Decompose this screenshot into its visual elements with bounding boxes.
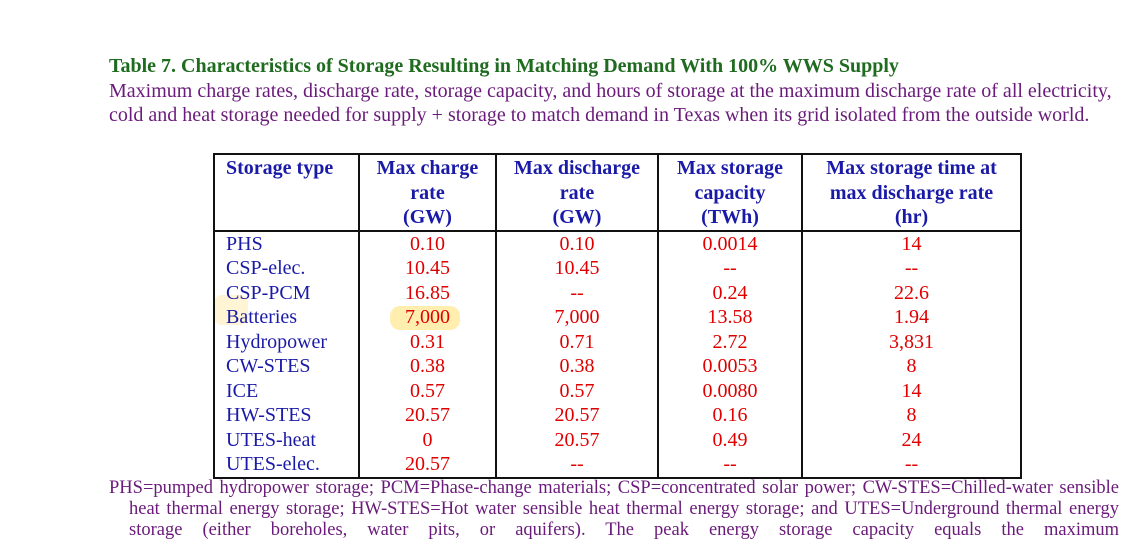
cell-max-storage-capacity: 0.24 [657, 280, 803, 305]
cell-max-storage-time: 22.6 [801, 280, 1022, 305]
table-row: UTES-elec. 20.57 -- -- -- [213, 452, 1022, 479]
cell-storage-type: PHS [213, 230, 360, 256]
header-line: capacity [694, 181, 766, 204]
table-row: CSP-PCM 16.85 -- 0.24 22.6 [213, 280, 1022, 305]
cell-max-storage-time: -- [801, 452, 1022, 479]
table-row: UTES-heat 0 20.57 0.49 24 [213, 427, 1022, 452]
table-row: ICE 0.57 0.57 0.0080 14 [213, 378, 1022, 403]
cell-storage-type: CSP-elec. [213, 256, 360, 281]
header-line: Max charge [376, 157, 479, 179]
cell-max-discharge-rate: -- [495, 452, 659, 479]
cell-max-storage-capacity: 13.58 [657, 305, 803, 330]
cell-max-discharge-rate: 20.57 [495, 403, 659, 428]
table-footnote: PHS=pumped hydropower storage; PCM=Phase… [109, 478, 1119, 540]
header-storage-type: Storage type [213, 153, 360, 232]
cell-max-storage-capacity: 0.0053 [657, 354, 803, 379]
cell-max-storage-capacity: -- [657, 256, 803, 281]
cell-storage-type: Hydropower [213, 329, 360, 354]
cell-max-charge-rate: 0 [358, 427, 497, 452]
cell-max-storage-time: -- [801, 256, 1022, 281]
header-row: Storage type Max charge rate (GW) Max di… [213, 153, 1022, 232]
cell-max-discharge-rate: 0.57 [495, 378, 659, 403]
header-line: (GW) [552, 206, 602, 228]
cell-max-discharge-rate: 0.10 [495, 230, 659, 256]
cell-storage-type: CW-STES [213, 354, 360, 379]
table-body: PHS 0.10 0.10 0.0014 14 CSP-elec. 10.45 10.45 --… [213, 230, 1022, 479]
header-line: rate [410, 181, 445, 204]
header-line: (hr) [894, 206, 929, 228]
table-caption: Maximum charge rates, discharge rate, st… [109, 80, 1112, 126]
header-line: Max storage time at [826, 157, 997, 179]
cell-storage-type: ICE [213, 378, 360, 403]
cell-storage-type: UTES-heat [213, 427, 360, 452]
cell-max-charge-rate: 0.38 [358, 354, 497, 379]
cell-max-storage-capacity: -- [657, 452, 803, 479]
cell-max-charge-rate: 10.45 [358, 256, 497, 281]
cell-max-storage-time: 8 [801, 354, 1022, 379]
cell-max-storage-capacity: 0.16 [657, 403, 803, 428]
cell-max-storage-time: 8 [801, 403, 1022, 428]
cell-max-storage-capacity: 2.72 [657, 329, 803, 354]
cell-max-charge-rate: 20.57 [358, 403, 497, 428]
cell-max-storage-time: 14 [801, 230, 1022, 256]
header-line: Storage type [226, 157, 334, 179]
cell-max-charge-rate: 7,000 [358, 305, 497, 330]
table-header: Storage type Max charge rate (GW) Max di… [213, 153, 1022, 232]
cell-max-discharge-rate: 0.71 [495, 329, 659, 354]
header-line: (TWh) [701, 206, 759, 228]
header-max-discharge-rate: Max discharge rate (GW) [495, 153, 659, 232]
storage-table: Storage type Max charge rate (GW) Max di… [213, 153, 1022, 479]
cell-storage-type: HW-STES [213, 403, 360, 428]
header-line: max discharge rate [829, 181, 994, 204]
cell-max-charge-rate: 0.57 [358, 378, 497, 403]
cell-max-storage-time: 1.94 [801, 305, 1022, 330]
table-row: CSP-elec. 10.45 10.45 -- -- [213, 256, 1022, 281]
cell-max-discharge-rate: 0.38 [495, 354, 659, 379]
cell-max-storage-capacity: 0.0080 [657, 378, 803, 403]
cell-max-discharge-rate: 7,000 [495, 305, 659, 330]
cell-max-storage-capacity: 0.0014 [657, 230, 803, 256]
cell-max-discharge-rate: -- [495, 280, 659, 305]
header-max-charge-rate: Max charge rate (GW) [358, 153, 497, 232]
header-max-storage-time: Max storage time at max discharge rate (… [801, 153, 1022, 232]
table-title: Table 7. Characteristics of Storage Resu… [109, 55, 899, 77]
cell-storage-type: UTES-elec. [213, 452, 360, 479]
document-page: Table 7. Characteristics of Storage Resu… [109, 55, 1119, 540]
table-row: PHS 0.10 0.10 0.0014 14 [213, 230, 1022, 256]
header-line: rate [559, 181, 595, 204]
header-max-storage-capacity: Max storage capacity (TWh) [657, 153, 803, 232]
table-row: Hydropower 0.31 0.71 2.72 3,831 [213, 329, 1022, 354]
cell-max-storage-time: 14 [801, 378, 1022, 403]
table-row: Batteries 7,000 7,000 13.58 1.94 [213, 305, 1022, 330]
cell-max-discharge-rate: 10.45 [495, 256, 659, 281]
cell-max-storage-time: 3,831 [801, 329, 1022, 354]
cell-max-storage-capacity: 0.49 [657, 427, 803, 452]
cell-storage-type: Batteries [213, 305, 360, 330]
header-line: Max discharge [513, 157, 641, 179]
header-line: (GW) [403, 206, 452, 228]
table-row: CW-STES 0.38 0.38 0.0053 8 [213, 354, 1022, 379]
cell-max-charge-rate: 16.85 [358, 280, 497, 305]
cell-max-storage-time: 24 [801, 427, 1022, 452]
cell-max-charge-rate: 0.10 [358, 230, 497, 256]
table-row: HW-STES 20.57 20.57 0.16 8 [213, 403, 1022, 428]
cell-max-charge-rate: 0.31 [358, 329, 497, 354]
cell-max-discharge-rate: 20.57 [495, 427, 659, 452]
cell-storage-type: CSP-PCM [213, 280, 360, 305]
cell-max-charge-rate: 20.57 [358, 452, 497, 479]
header-line: Max storage [676, 157, 784, 179]
